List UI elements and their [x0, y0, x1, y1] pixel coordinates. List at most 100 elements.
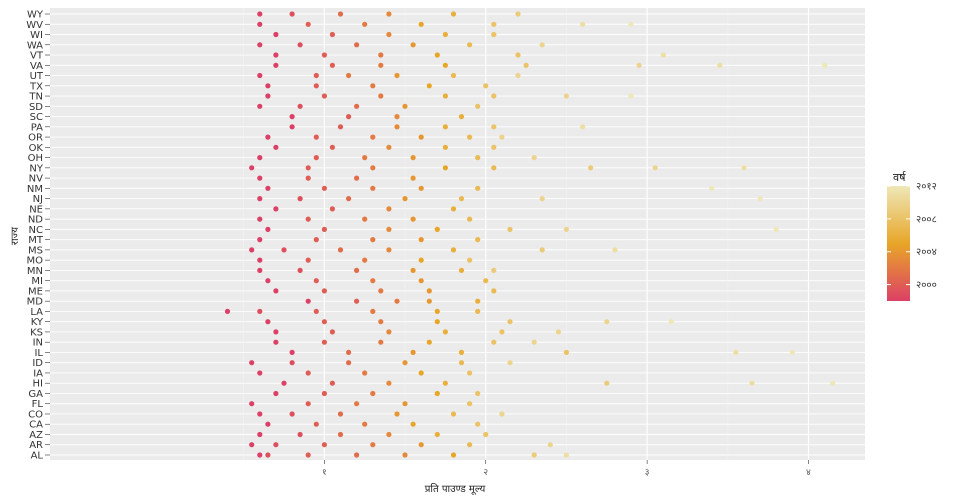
state-label-ne: NE	[29, 204, 43, 215]
point-ar	[321, 442, 327, 448]
point-ks	[555, 329, 562, 335]
point-ia	[418, 370, 424, 376]
state-label-sc: SC	[30, 112, 43, 123]
point-ar	[418, 442, 424, 448]
legend-label: २०००	[916, 280, 937, 291]
point-il	[563, 349, 570, 355]
point-mi	[370, 278, 376, 284]
state-label-tx: TX	[29, 81, 43, 92]
point-id	[458, 360, 465, 366]
state-label-mt: MT	[28, 235, 44, 246]
point-va	[636, 62, 642, 68]
state-label-al: AL	[31, 451, 44, 462]
point-wv	[580, 21, 586, 27]
point-in	[531, 339, 537, 345]
point-ar	[273, 442, 279, 448]
point-mn	[297, 267, 303, 273]
point-wi	[273, 31, 279, 38]
state-label-ms: MS	[28, 245, 43, 256]
point-pa	[394, 124, 400, 130]
state-label-sd: SD	[29, 102, 43, 113]
point-nd	[257, 216, 263, 222]
point-co	[257, 411, 263, 417]
point-nv	[354, 175, 360, 181]
point-vt	[378, 52, 384, 58]
point-sd	[402, 103, 408, 109]
point-ca	[313, 421, 319, 427]
point-mo	[362, 257, 368, 263]
point-co	[394, 411, 400, 417]
point-ky	[604, 319, 610, 325]
state-label-vt: VT	[30, 51, 44, 62]
state-label-nd: ND	[28, 215, 43, 226]
point-ut	[515, 72, 521, 79]
point-va	[378, 62, 384, 68]
point-mn	[491, 267, 497, 273]
point-mo	[257, 257, 263, 263]
point-nj	[539, 196, 545, 202]
point-wa	[257, 42, 263, 48]
state-label-me: ME	[28, 286, 43, 297]
point-sc	[394, 114, 400, 120]
point-mt	[313, 237, 319, 243]
point-wv	[305, 21, 311, 27]
x-tick-label: ४	[806, 468, 811, 478]
point-pa	[580, 124, 586, 130]
x-axis-title: प्रति पाउण्ड मूल्य	[425, 483, 486, 495]
point-ms	[337, 247, 344, 253]
x-tick-label: २	[483, 468, 488, 478]
point-wy	[257, 11, 263, 17]
point-wv	[491, 21, 497, 27]
state-label-in: IN	[33, 338, 43, 349]
point-vt	[515, 52, 521, 58]
point-wa	[354, 42, 360, 48]
point-az	[337, 431, 344, 438]
point-il	[346, 349, 352, 355]
point-ky	[321, 319, 327, 325]
point-me	[321, 288, 327, 294]
point-ca	[410, 421, 416, 427]
point-la	[434, 308, 440, 314]
point-ne	[329, 206, 335, 212]
point-hi	[830, 380, 836, 386]
point-tn	[491, 93, 497, 99]
point-md	[354, 298, 360, 304]
point-wy	[386, 11, 392, 17]
point-ms	[386, 247, 392, 253]
state-label-or: OR	[28, 133, 43, 144]
point-al	[531, 452, 537, 458]
state-label-ky: KY	[31, 317, 44, 328]
point-in	[273, 339, 279, 345]
point-tx	[370, 83, 376, 89]
point-ut	[346, 72, 352, 79]
point-va	[523, 62, 529, 68]
point-hi	[329, 380, 335, 386]
point-mi	[265, 278, 271, 284]
point-wi	[442, 31, 448, 38]
point-ny	[741, 165, 747, 171]
legend-label: २०१२	[916, 182, 937, 193]
point-wi	[491, 31, 497, 38]
point-sd	[257, 103, 263, 109]
point-ky	[507, 319, 513, 325]
point-nv	[257, 175, 263, 181]
point-hi	[281, 380, 287, 386]
point-fl	[467, 401, 473, 407]
point-ut	[394, 72, 400, 79]
point-or	[370, 134, 376, 140]
point-oh	[257, 155, 263, 161]
point-mt	[257, 237, 263, 243]
point-mt	[418, 237, 424, 243]
state-label-ia: IA	[33, 368, 43, 379]
point-in	[426, 339, 432, 345]
point-ne	[273, 206, 279, 212]
point-ny	[442, 165, 448, 171]
state-label-az: AZ	[29, 430, 43, 441]
point-ar	[467, 442, 473, 448]
point-nj	[402, 196, 408, 202]
point-tx	[426, 83, 432, 89]
state-label-wv: WV	[26, 20, 43, 31]
point-tn	[378, 93, 384, 99]
point-az	[483, 431, 489, 438]
